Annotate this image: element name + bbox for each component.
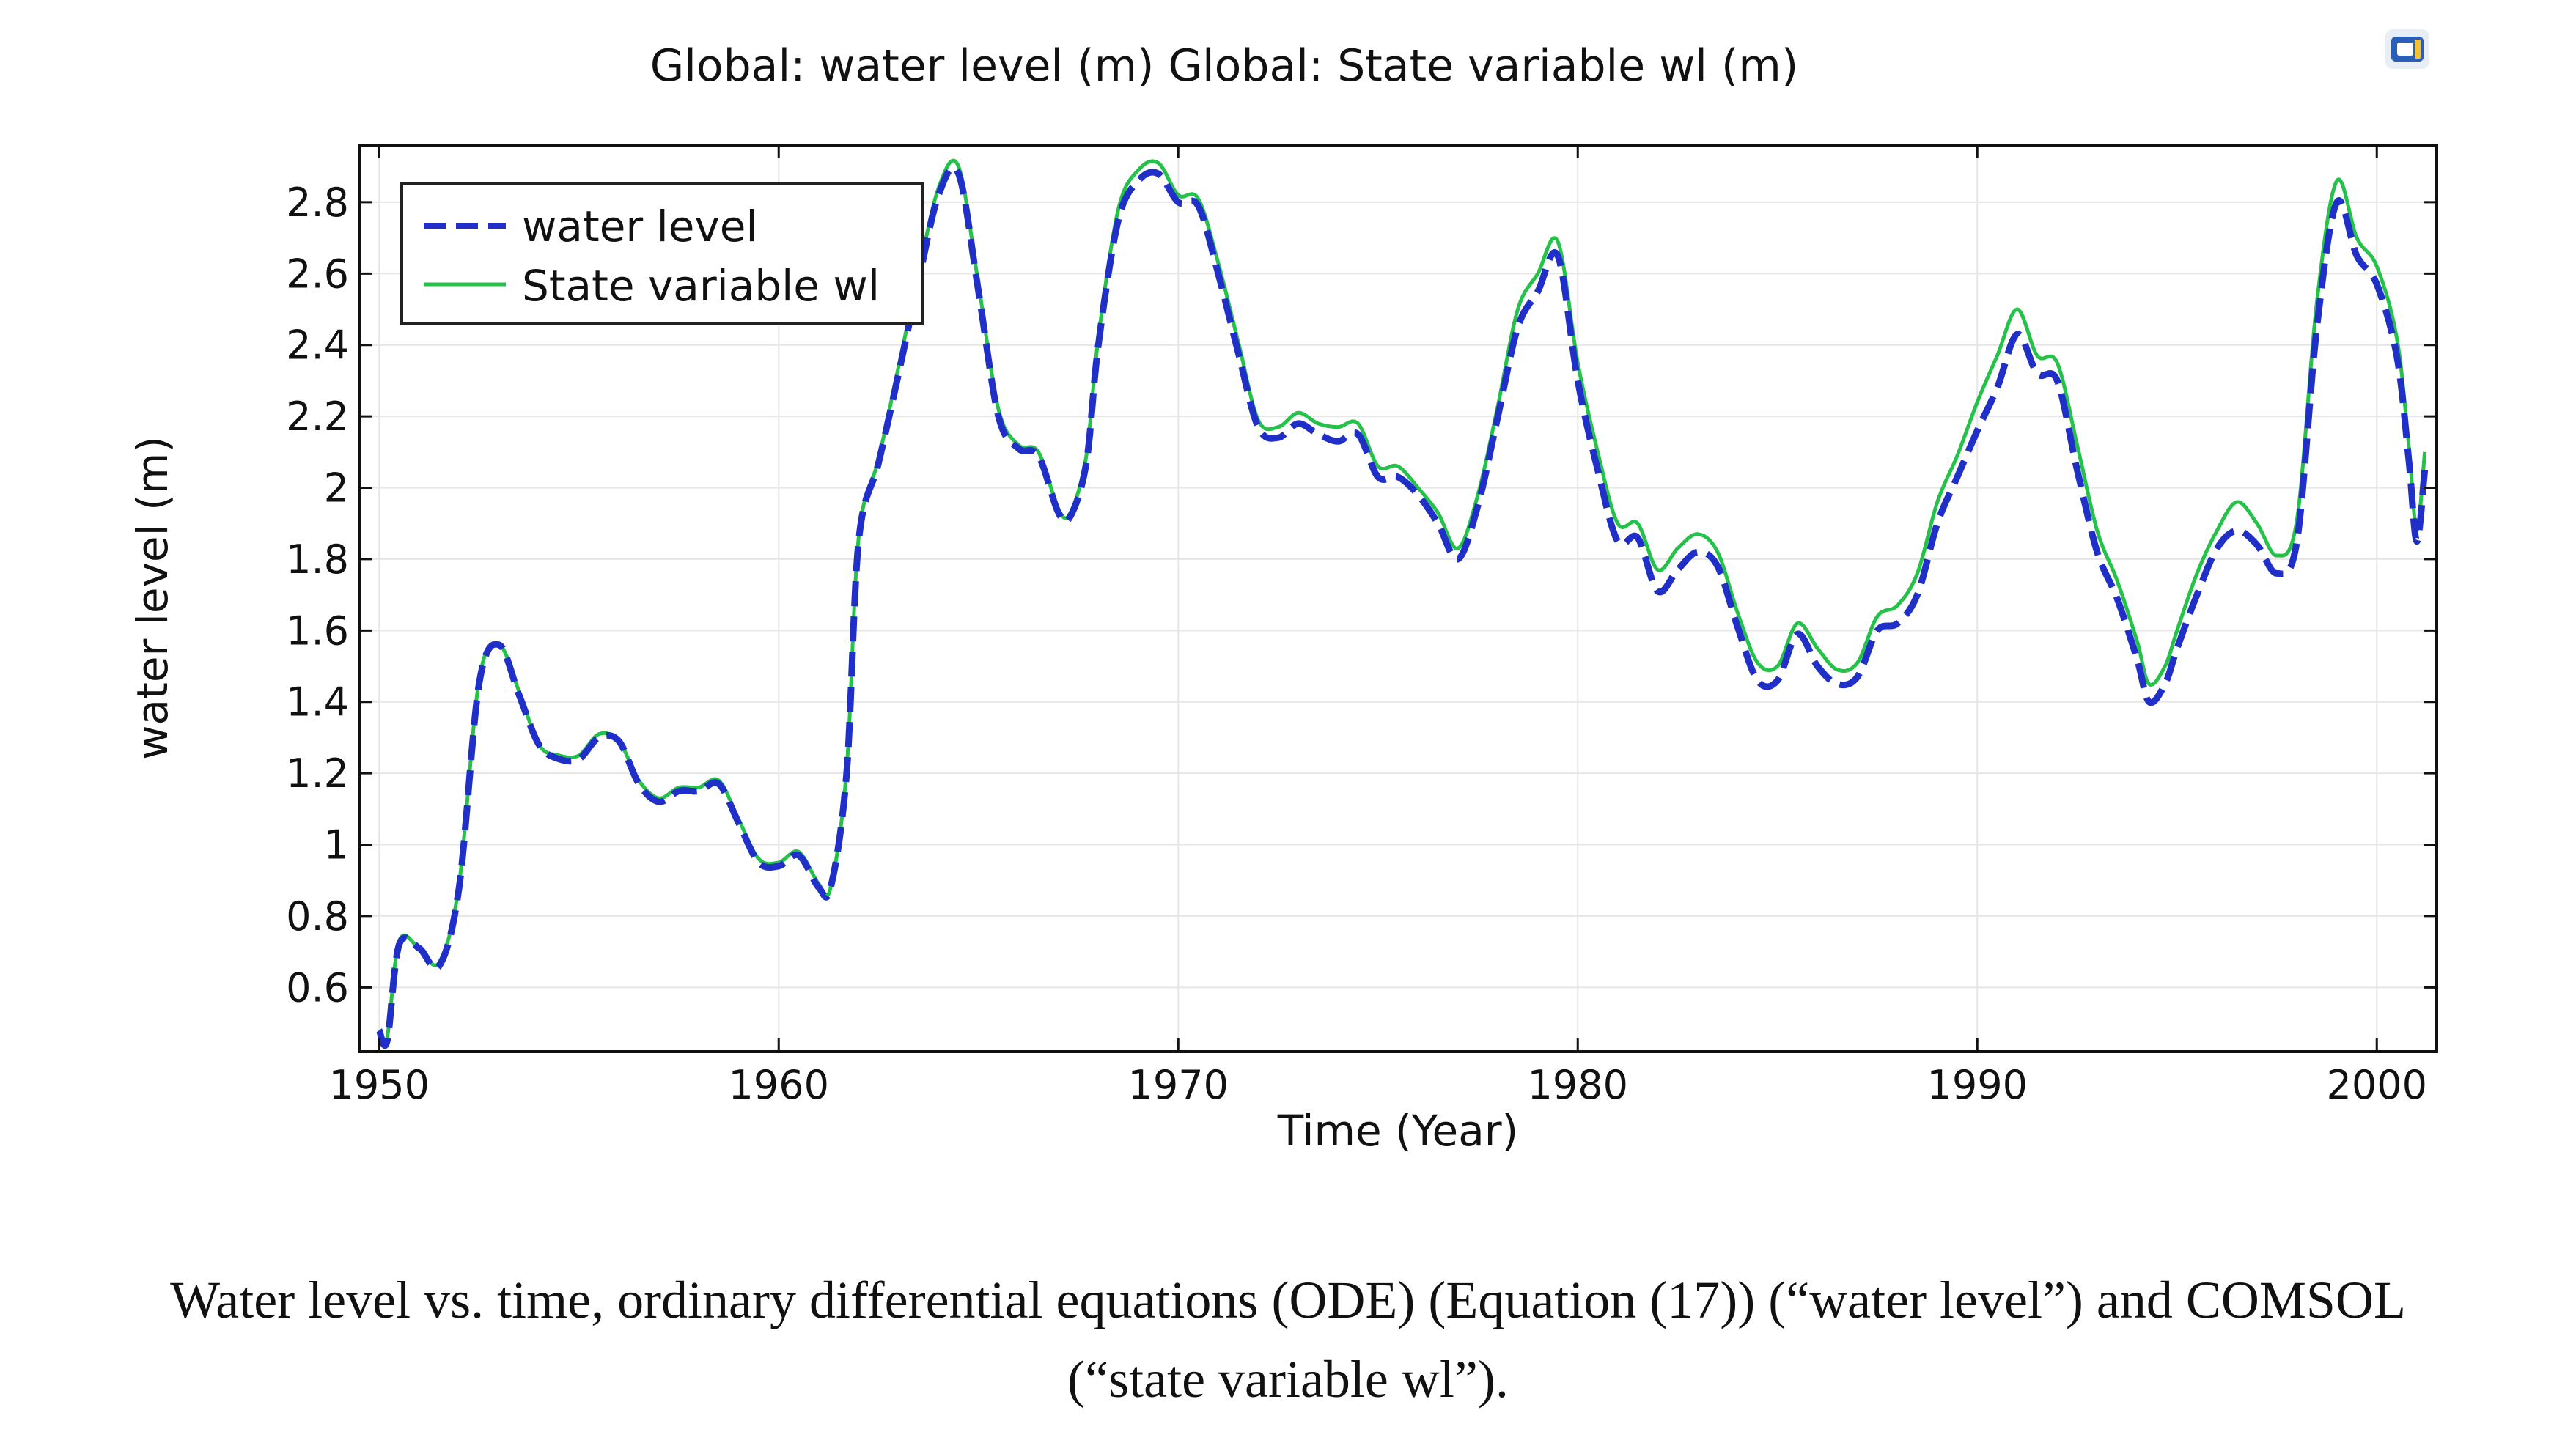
plot-frame (358, 144, 2438, 1053)
plot-area: 0.6 0.8 1 1.2 1.4 1.6 1.8 2 2.2 2.4 2.6 2.8 1950 1960… (286, 144, 2438, 1108)
comsol-window-icon[interactable] (2385, 29, 2429, 69)
caption-line-1: Water level vs. time, ordinary different… (170, 1271, 2406, 1329)
x-tick-label: 1970 (1128, 1062, 1229, 1108)
caption-line-2: (“state variable wl”). (1067, 1350, 1509, 1409)
chart-title: Global: water level (m) Global: State va… (650, 40, 1799, 92)
x-tick-label: 1960 (729, 1062, 829, 1108)
legend-box (400, 182, 924, 325)
y-tick-label: 2.6 (286, 251, 349, 297)
y-tick-label: 1.8 (286, 536, 349, 583)
x-tick-label: 1980 (1528, 1062, 1628, 1108)
y-tick-label: 0.8 (286, 893, 349, 940)
x-tick-label: 2000 (2327, 1062, 2427, 1108)
y-axis-label: water level (m) (128, 436, 177, 760)
legend-label-state-variable-wl: State variable wl (522, 261, 880, 311)
series (376, 158, 2429, 1049)
series-line-water-level (376, 164, 2429, 1049)
x-axis-label: Time (Year) (1277, 1106, 1518, 1156)
y-tick-label: 1.2 (286, 750, 349, 797)
y-tick-label: 2.8 (286, 180, 349, 226)
figure-caption: Water level vs. time, ordinary different… (0, 1261, 2576, 1419)
ticks: 0.6 0.8 1 1.2 1.4 1.6 1.8 2 2.2 2.4 2.6 2.8 1950 1960… (286, 145, 2437, 1108)
legend: water level State variable wl (400, 182, 924, 325)
y-tick-label: 1 (324, 822, 349, 868)
y-tick-label: 1.4 (286, 679, 349, 726)
x-tick-label: 1950 (329, 1062, 430, 1108)
y-tick-label: 0.6 (286, 964, 349, 1011)
x-tick-label: 1990 (1927, 1062, 2028, 1108)
y-tick-label: 1.6 (286, 608, 349, 654)
legend-label-water-level: water level (522, 202, 758, 251)
y-tick-label: 2.2 (286, 394, 349, 440)
y-tick-label: 2 (324, 465, 349, 512)
y-tick-label: 2.4 (286, 322, 349, 369)
